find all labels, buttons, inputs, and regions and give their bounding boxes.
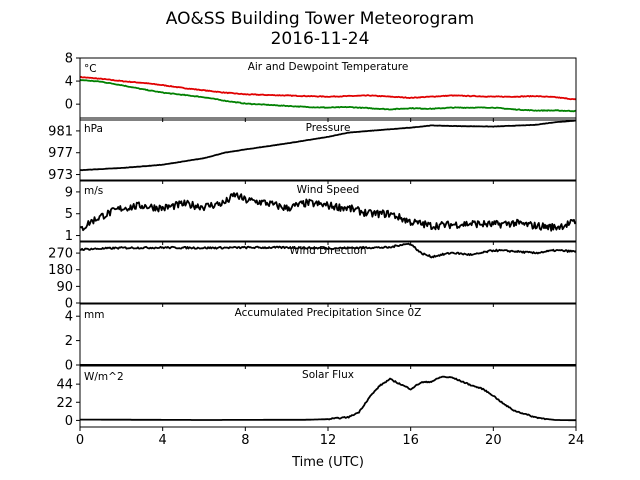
panel-title: Wind Speed (297, 184, 360, 196)
y-tick-label: 8 (65, 52, 73, 67)
y-tick-label: 4 (65, 310, 73, 325)
y-tick-label: 1 (65, 229, 73, 244)
y-tick-label: 2 (65, 334, 73, 349)
y-tick-label: 44 (56, 378, 73, 393)
x-tick-label: 24 (568, 433, 585, 448)
series-line-0-1 (79, 78, 577, 113)
panel-title: Solar Flux (302, 369, 354, 381)
panel-title: Accumulated Precipitation Since 0Z (235, 307, 422, 319)
panel-4: 0 2 4 mm Accumulated Precipitation Since 0Z (65, 303, 577, 374)
panel-0: 0 4 8 °C Air and Dewpoint Temperature (65, 52, 577, 122)
series-line-0-0 (79, 75, 577, 101)
x-tick-label: 12 (320, 433, 337, 448)
panel-unit-label: hPa (84, 123, 103, 135)
panel-title: Pressure (306, 122, 351, 134)
y-tick-label: 270 (48, 247, 73, 262)
y-tick-label: 90 (56, 280, 73, 295)
x-tick-label: 16 (402, 433, 419, 448)
x-axis-label: Time (UTC) (291, 455, 364, 470)
x-tick-label: 8 (241, 433, 249, 448)
y-tick-label: 9 (65, 185, 73, 200)
x-tick-label: 20 (485, 433, 502, 448)
panel-unit-label: °C (84, 63, 97, 75)
y-tick-label: 180 (48, 263, 73, 278)
panel-title: Wind Direction (289, 245, 366, 257)
chart-panels: 048°C Air and Dewpoint Temperature9739779… (48, 52, 584, 449)
y-tick-label: 0 (65, 359, 73, 374)
x-tick-label: 4 (159, 433, 167, 448)
series-line-1-0 (79, 119, 577, 172)
figure-title-line1: AO&SS Building Tower Meteorogram (166, 9, 474, 29)
y-tick-label: 981 (48, 124, 73, 139)
y-tick-label: 22 (56, 396, 73, 411)
y-tick-label: 4 (65, 75, 73, 90)
y-tick-label: 973 (48, 168, 73, 183)
panel-unit-label: m/s (84, 185, 103, 197)
y-tick-label: 0 (65, 414, 73, 429)
panel-5: 0 22 44 W/m^2 Solar Flux 0 4 8 12 16 20 24 (56, 365, 585, 448)
y-tick-label: 977 (48, 146, 73, 161)
panel-1: 973 977 981 hPa Pressure (48, 119, 577, 184)
panel-unit-label: mm (84, 309, 104, 321)
x-tick-label: 0 (76, 433, 84, 448)
series-line-3-0 (79, 242, 577, 259)
panel-title: Air and Dewpoint Temperature (248, 61, 409, 73)
series-line-5-0 (80, 375, 576, 422)
figure-title-line2: 2016-11-24 (271, 29, 370, 49)
panel-2: 1 5 9 m/s Wind Speed (65, 180, 577, 245)
panel-unit-label: W/m^2 (84, 371, 124, 383)
y-tick-label: 0 (65, 297, 73, 312)
series-line-2-0 (79, 192, 577, 232)
y-tick-label: 0 (65, 98, 73, 113)
y-tick-label: 5 (65, 207, 73, 222)
